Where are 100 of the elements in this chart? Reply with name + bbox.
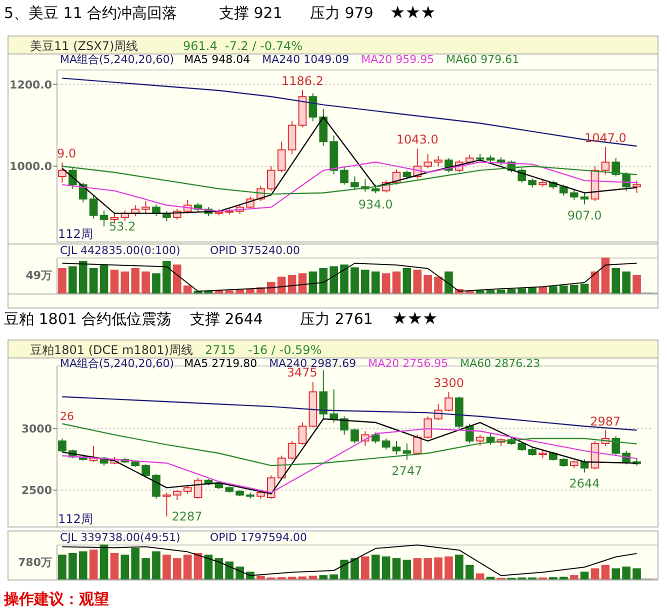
bar <box>172 264 182 294</box>
bar <box>424 558 432 580</box>
bar <box>58 268 66 294</box>
y-tick-label: 2500 <box>21 484 52 498</box>
bar <box>413 270 422 294</box>
text: OPID 375240.00 <box>210 244 300 257</box>
bar <box>590 568 600 580</box>
bar <box>340 264 348 294</box>
candlestick <box>68 168 77 190</box>
bar <box>319 268 328 294</box>
bar <box>612 568 620 580</box>
bar <box>288 275 296 294</box>
bar <box>152 273 160 294</box>
candlestick <box>162 492 171 517</box>
text: MA240 1049.09 <box>262 53 350 66</box>
bar <box>183 286 192 294</box>
bar <box>528 288 536 294</box>
text: 49万 <box>26 269 52 282</box>
bar <box>162 261 171 294</box>
bar <box>78 551 88 580</box>
candlestick <box>350 428 359 444</box>
text: 压力 2761 <box>300 310 373 328</box>
candlestick <box>330 388 338 424</box>
bar <box>601 564 610 580</box>
bar <box>361 556 370 580</box>
text: OPID 1797594.00 <box>210 531 307 544</box>
candlestick <box>308 92 318 122</box>
candlestick <box>172 490 182 500</box>
bar <box>256 576 265 580</box>
bar <box>308 272 318 294</box>
bar <box>100 264 108 294</box>
candlestick <box>570 189 578 200</box>
text: CJL 442835.00(0:100) <box>60 244 180 257</box>
bar <box>277 276 286 294</box>
candlestick <box>319 370 328 420</box>
bar <box>570 575 578 580</box>
annotation: 2287 <box>172 509 202 524</box>
bar <box>549 286 558 294</box>
y-tick-label: 3000 <box>21 422 52 436</box>
candlestick <box>580 192 589 205</box>
candlestick <box>528 178 536 188</box>
chart-subtitle: 美豆11 (ZSX7)周线 <box>30 39 138 53</box>
bar <box>518 288 526 294</box>
bar <box>590 272 600 294</box>
candlestick <box>424 153 432 169</box>
text: MA60 2876.23 <box>460 357 540 370</box>
candlestick <box>58 162 66 184</box>
text: CJL 339738.00(49:51) <box>60 531 180 544</box>
annotation: 1047.0 <box>584 130 626 145</box>
candlestick <box>298 422 307 446</box>
bar <box>382 273 390 294</box>
bar <box>131 548 140 580</box>
bar <box>444 556 453 580</box>
candlestick <box>424 416 432 440</box>
annotation: 112周 <box>58 512 93 526</box>
annotation: 112周 <box>58 227 93 241</box>
bar <box>350 267 359 294</box>
bar <box>110 270 119 294</box>
annotation: 9.0 <box>57 146 76 161</box>
candlestick <box>152 474 160 500</box>
text: MA60 979.61 <box>446 53 520 66</box>
line-series <box>62 78 638 147</box>
bar <box>580 572 589 580</box>
annotation: 2987 <box>590 414 621 428</box>
bar <box>486 290 495 294</box>
annotation: 907.0 <box>567 208 602 222</box>
bar <box>507 289 516 294</box>
candlestick <box>476 434 484 446</box>
annotation: 2644 <box>569 476 600 490</box>
bar <box>68 553 77 580</box>
bar <box>570 284 578 294</box>
candlestick <box>277 141 286 173</box>
bar <box>382 556 390 580</box>
annotation: 934.0 <box>358 197 393 212</box>
bar <box>622 566 630 580</box>
candlestick <box>350 176 359 190</box>
bar <box>120 554 130 580</box>
bar <box>110 553 119 580</box>
bar <box>225 290 234 294</box>
bar <box>89 550 98 580</box>
candlestick <box>612 436 620 456</box>
chart-subtitle: 豆粕1801 (DCE m1801)周线 <box>30 343 193 357</box>
bar <box>330 574 338 580</box>
candlestick <box>340 166 348 186</box>
candlestick <box>371 432 380 444</box>
bar <box>444 272 453 294</box>
bar <box>298 576 307 580</box>
chart-title: 5、美豆 11 合约冲高回落 <box>4 4 178 22</box>
bar <box>413 558 422 580</box>
bar <box>601 258 610 294</box>
candlestick <box>142 200 150 214</box>
text: 780万 <box>18 556 52 569</box>
bar <box>434 276 442 294</box>
annotation: 53.2 <box>109 219 136 234</box>
bar <box>496 290 506 294</box>
candlestick <box>601 146 610 175</box>
annotation: 1043.0 <box>396 132 438 147</box>
candlestick <box>194 477 202 500</box>
text: 961.4 <box>183 39 218 53</box>
bar <box>319 575 328 580</box>
